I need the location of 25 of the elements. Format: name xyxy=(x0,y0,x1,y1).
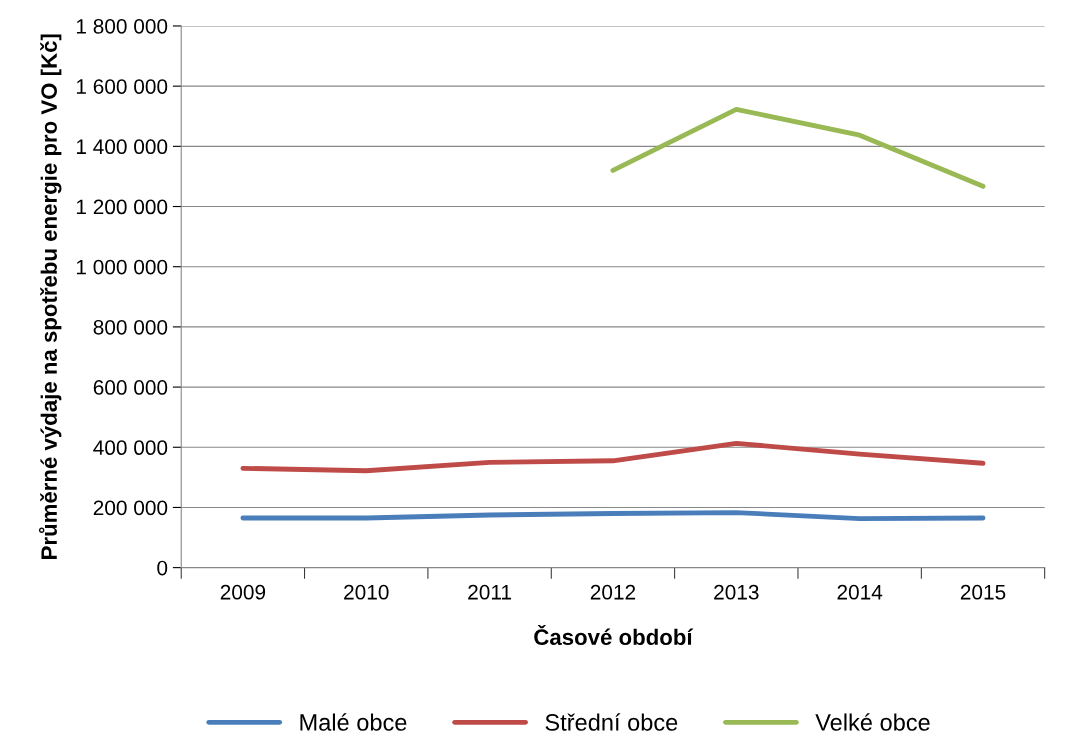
y-tick-label: 200 000 xyxy=(93,500,168,516)
x-tick-label: 2009 xyxy=(220,584,266,600)
y-axis-title: Průměrné výdaje na spotřebu energie pro VO [Kč] xyxy=(38,34,62,559)
x-tick-label: 2013 xyxy=(714,584,759,600)
y-tick-label: 1 000 000 xyxy=(76,259,168,275)
y-tick-label: 1 600 000 xyxy=(76,79,168,94)
y-tick-label: 1 800 000 xyxy=(76,18,168,34)
legend-label: Střední obce xyxy=(545,713,678,731)
legend-label: Velké obce xyxy=(815,713,930,731)
x-tick-label: 2011 xyxy=(468,584,511,600)
legend-label: Malé obce xyxy=(300,713,407,731)
y-tick-label: 1 400 000 xyxy=(76,139,168,155)
line-series xyxy=(610,106,986,189)
x-tick-label: 2012 xyxy=(590,584,636,600)
x-tick-label: 2015 xyxy=(960,584,1006,600)
line-series xyxy=(240,510,986,522)
x-tick-label: 2010 xyxy=(344,584,389,600)
y-tick-label: 1 200 000 xyxy=(76,199,168,215)
line-series xyxy=(240,440,986,474)
x-tick-label: 2014 xyxy=(837,584,883,600)
y-tick-label: 600 000 xyxy=(93,380,168,395)
x-axis-title: Časové období xyxy=(534,624,694,646)
y-tick-label: 0 xyxy=(157,560,168,576)
y-tick-label: 800 000 xyxy=(93,319,168,335)
y-tick-label: 400 000 xyxy=(93,440,168,456)
